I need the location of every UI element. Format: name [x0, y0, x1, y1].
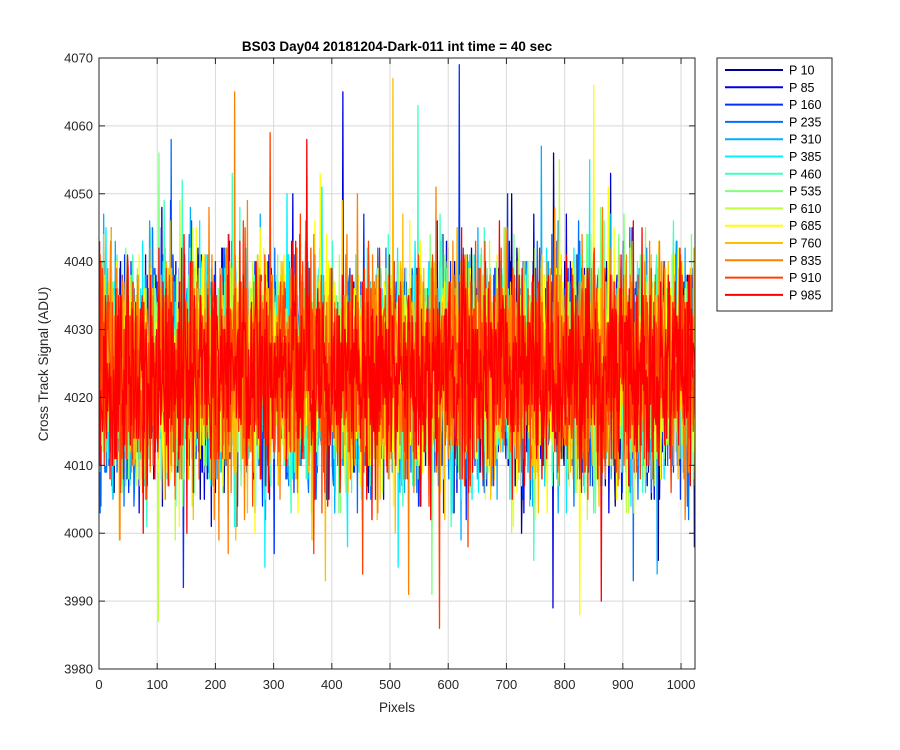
legend-label: P 610	[789, 202, 821, 216]
legend-label: P 310	[789, 133, 821, 147]
x-tick-label: 900	[612, 677, 634, 692]
x-tick-label: 0	[95, 677, 102, 692]
x-tick-label: 300	[263, 677, 285, 692]
axes-box	[98, 57, 696, 670]
y-tick-label: 4040	[64, 254, 93, 269]
legend-label: P 460	[789, 167, 821, 181]
legend-item: P 610	[725, 202, 821, 216]
legend-item: P 685	[725, 219, 821, 233]
legend-item: P 85	[725, 81, 815, 95]
legend-item: P 160	[725, 98, 821, 112]
y-tick-label: 4060	[64, 118, 93, 133]
legend-item: P 985	[725, 288, 821, 302]
legend-label: P 160	[789, 98, 821, 112]
x-tick-label: 200	[205, 677, 227, 692]
legend-label: P 235	[789, 115, 821, 129]
x-axis-label: Pixels	[379, 700, 415, 715]
legend-item: P 235	[725, 115, 821, 129]
y-tick-label: 3990	[64, 594, 93, 609]
legend-label: P 760	[789, 237, 821, 251]
x-tick-label: 100	[146, 677, 168, 692]
y-tick-label: 4070	[64, 51, 93, 66]
x-tick-label: 600	[437, 677, 459, 692]
y-axis-label: Cross Track Signal (ADU)	[36, 287, 51, 442]
y-tick-label: 3980	[64, 662, 93, 677]
y-tick-label: 4030	[64, 322, 93, 337]
tick-marks	[98, 57, 695, 670]
legend-item: P 760	[725, 237, 821, 251]
y-tick-labels: 3980 3990 4000 4010 4020 4030 4040 4050 4060 4070	[64, 51, 93, 677]
legend-item: P 535	[725, 185, 821, 199]
legend-item: P 910	[725, 271, 821, 285]
series-line-p910	[99, 132, 695, 629]
chart-title: BS03 Day04 20181204-Dark-011 int time = …	[242, 39, 553, 54]
legend-item: P 835	[725, 254, 821, 268]
legend-item: P 385	[725, 150, 821, 164]
legend-item: P 10	[725, 64, 815, 78]
legend-label: P 985	[789, 288, 821, 302]
legend-box	[716, 57, 833, 312]
legend-item: P 460	[725, 167, 821, 181]
legend-label: P 910	[789, 271, 821, 285]
y-tick-label: 4010	[64, 458, 93, 473]
y-tick-label: 4020	[64, 390, 93, 405]
x-tick-labels: 0 100 200 300 400 500 600 700 800 900 1000	[95, 677, 695, 692]
y-tick-label: 4000	[64, 526, 93, 541]
legend-label: P 835	[789, 254, 821, 268]
x-tick-label: 800	[554, 677, 576, 692]
legend: P 10 P 85 P 160 P 235 P 310 P 385 P 460 P 535 P …	[716, 57, 833, 312]
legend-label: P 685	[789, 219, 821, 233]
legend-label: P 535	[789, 185, 821, 199]
legend-item: P 310	[725, 133, 821, 147]
legend-label: P 385	[789, 150, 821, 164]
legend-label: P 10	[789, 64, 815, 78]
series-layer	[99, 64, 695, 629]
legend-label: P 85	[789, 81, 815, 95]
x-tick-label: 400	[321, 677, 343, 692]
series-line-p985	[99, 138, 695, 602]
x-tick-label: 700	[496, 677, 518, 692]
x-tick-label: 500	[379, 677, 401, 692]
x-tick-label: 1000	[667, 677, 696, 692]
y-tick-label: 4050	[64, 186, 93, 201]
